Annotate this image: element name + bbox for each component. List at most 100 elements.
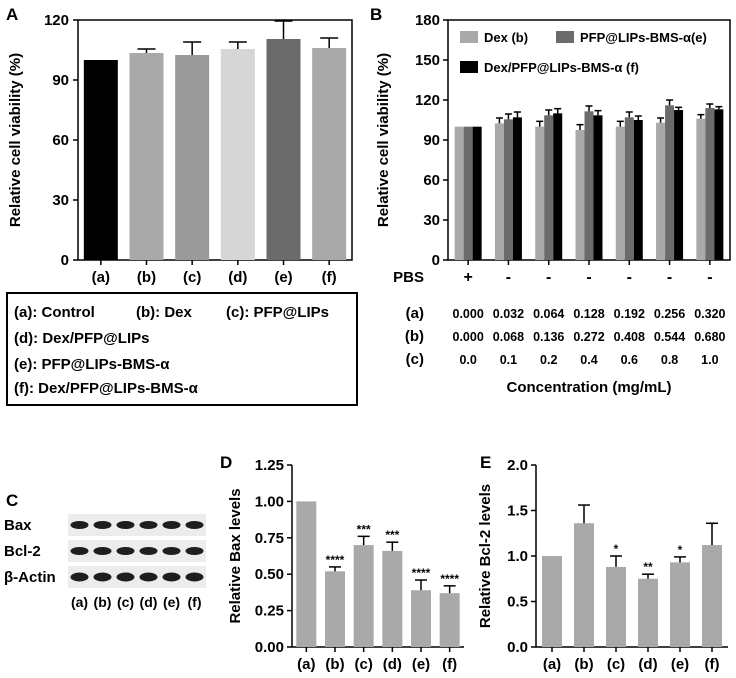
- panel-c-band-r2-l5: [185, 572, 204, 582]
- panel-b-legend-label-2: Dex/PFP@LIPs-BMS-α (f): [484, 60, 639, 75]
- panel-e-bar-4: [670, 562, 690, 647]
- panel-b-cell-r1-c0: 0.000: [453, 307, 484, 321]
- panel-d-sig-3: ***: [385, 528, 399, 542]
- panel-a-xtick-label-1: (b): [137, 269, 156, 286]
- panel-c-band-r0-l5: [185, 521, 204, 529]
- panel-b-cell-r0-c5: -: [667, 269, 672, 286]
- panel-b-cell-r0-c1: -: [506, 269, 511, 286]
- panel-d-xtick-label-3: (d): [383, 656, 402, 673]
- panel-b-cell-r1-c3: 0.128: [573, 307, 604, 321]
- panel-a-ylabel: Relative cell viability (%): [7, 53, 24, 227]
- panel-d-bar-3: [382, 550, 403, 647]
- panel-e-sig-3: **: [643, 560, 653, 574]
- panel-b-legend-swatch-1: [556, 31, 574, 43]
- panel-a-bar-4: [266, 39, 301, 260]
- panel-b-bar-s1-g0: [463, 126, 473, 261]
- panel-c-lane-label-2: (c): [117, 594, 134, 610]
- panel-c-band-r1-l5: [185, 547, 204, 555]
- panel-d-ytick-label-3: 0.75: [255, 530, 284, 547]
- panel-b-bar-s0-g5: [656, 122, 666, 261]
- panel-c-row-label-1: Bcl-2: [4, 543, 41, 560]
- panel-b-bar-s2-g1: [512, 117, 522, 260]
- legend-item-b: (b): Dex: [136, 304, 192, 321]
- panel-c-row-label-0: Bax: [4, 517, 32, 534]
- legend-item-d: (d): Dex/PFP@LIPs: [14, 330, 150, 347]
- panel-c-western-blot: C Bax Bcl-2 β-Actin (a) (b) (c) (d) (e) (f): [4, 491, 206, 610]
- panel-b-bar-s0-g4: [615, 126, 625, 261]
- panel-a-xtick-label-5: (f): [322, 269, 337, 286]
- panel-d-ytick-label-1: 0.25: [255, 603, 284, 620]
- panel-b-cell-r2-c1: 0.068: [493, 330, 524, 344]
- panel-e-sig-4: *: [678, 543, 683, 557]
- panel-c-band-r2-l1: [93, 572, 112, 582]
- panel-b-bar-s2-g4: [633, 120, 643, 260]
- panel-d-sig-4: ****: [412, 566, 431, 580]
- panel-a-bar-5: [312, 48, 347, 260]
- panel-e-xtick-label-1: (b): [574, 656, 593, 673]
- legend-item-c: (c): PFP@LIPs: [226, 304, 329, 321]
- panel-c-row-label-2: β-Actin: [4, 569, 56, 586]
- panel-b-cell-r1-c6: 0.320: [694, 307, 725, 321]
- panel-d-sig-2: ***: [357, 522, 371, 536]
- panel-label-panel-d: D: [220, 453, 232, 472]
- panel-b-bar-s0-g6: [696, 118, 706, 261]
- panel-b-bar-s0-g1: [494, 123, 504, 260]
- panel-d-bar-5: [439, 593, 460, 647]
- panel-label-a: A: [6, 5, 18, 24]
- panel-d-xtick-label-0: (a): [297, 656, 315, 673]
- panel-b-bar-s1-g1: [503, 119, 513, 260]
- panel-b-ytick-label-5: 150: [415, 52, 440, 69]
- panel-d-ytick-label-4: 1.00: [255, 493, 284, 510]
- panel-b-row-label-0: PBS: [393, 269, 424, 286]
- panel-e-xtick-label-4: (e): [671, 656, 689, 673]
- panel-b-cell-r0-c6: -: [707, 269, 712, 286]
- panel-a-bar-1: [129, 53, 164, 260]
- panel-b-cell-r1-c5: 0.256: [654, 307, 685, 321]
- panel-b-cell-r3-c5: 0.8: [661, 353, 678, 367]
- panel-b-bar-s1-g5: [665, 105, 675, 260]
- panel-b-bar-s2-g2: [553, 113, 563, 260]
- panel-a-xtick-label-3: (d): [228, 269, 247, 286]
- panel-b-cell-r3-c0: 0.0: [459, 353, 476, 367]
- panel-b-legend-swatch-2: [460, 61, 478, 73]
- panel-label-c: C: [6, 491, 18, 510]
- panel-d-ytick-label-2: 0.50: [255, 566, 284, 583]
- panel-b-cell-r3-c1: 0.1: [500, 353, 517, 367]
- panel-e-xtick-label-0: (a): [543, 656, 561, 673]
- panel-c-band-r0-l4: [162, 521, 181, 529]
- panel-c-band-r1-l3: [139, 547, 158, 555]
- panel-c-band-r1-l0: [70, 547, 89, 555]
- panel-b-ytick-label-6: 180: [415, 12, 440, 29]
- panel-c-blot-strip-0: [68, 514, 206, 536]
- panel-b-chart: B 0 30 60 90 120 150 180 Relative cell viability…: [370, 5, 731, 396]
- panel-b-legend-swatch-0: [460, 31, 478, 43]
- panel-e-ytick-label-0: 0.0: [507, 639, 528, 656]
- panel-b-bar-s2-g6: [714, 109, 724, 260]
- panel-a-legend: (a): Control (b): Dex (c): PFP@LIPs (d):…: [6, 292, 358, 406]
- panel-d-sig-1: ****: [326, 553, 345, 567]
- panel-c-lane-label-5: (f): [188, 594, 202, 610]
- panel-b-cell-r1-c4: 0.192: [614, 307, 645, 321]
- panel-b-cell-r2-c2: 0.136: [533, 330, 564, 344]
- panel-d-bar-1: [325, 571, 345, 647]
- legend-item-a: (a): Control: [14, 304, 95, 321]
- panel-a-frame: [77, 19, 353, 261]
- panel-b-cell-r1-c1: 0.032: [493, 307, 524, 321]
- panel-d-xtick-label-2: (c): [354, 656, 372, 673]
- panel-c-band-r0-l2: [116, 521, 135, 529]
- panel-e-bar-2: [606, 566, 626, 647]
- panel-c-band-r0-l3: [139, 521, 158, 529]
- panel-b-bar-s0-g3: [575, 130, 585, 260]
- panel-c-band-r2-l4: [162, 572, 181, 582]
- panel-b-cell-r3-c2: 0.2: [540, 353, 557, 367]
- panel-b-legend-label-0: Dex (b): [484, 30, 528, 45]
- panel-e-ytick-label-4: 2.0: [507, 457, 528, 474]
- panel-label-b: B: [370, 5, 382, 24]
- panel-a-ytick-label-3: 90: [52, 72, 69, 89]
- panel-e-sig-2: *: [614, 542, 619, 556]
- panel-d-xtick-label-1: (b): [325, 656, 344, 673]
- panel-a-bar-3: [220, 49, 255, 260]
- panel-d-xtick-label-5: (f): [442, 656, 457, 673]
- panel-c-lane-label-1: (b): [94, 594, 112, 610]
- panel-c-lane-label-4: (e): [163, 594, 180, 610]
